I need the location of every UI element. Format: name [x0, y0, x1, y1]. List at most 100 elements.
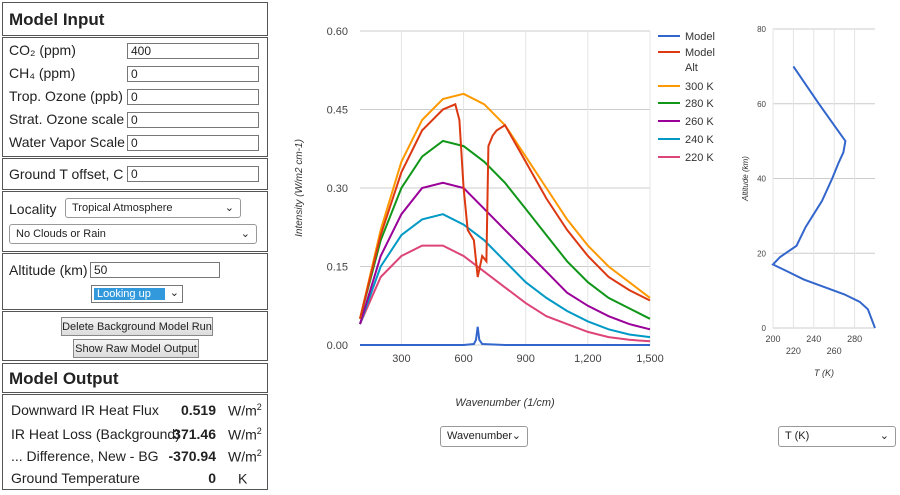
y-tick-label: 80 [757, 25, 766, 34]
show-raw-output-button[interactable]: Show Raw Model Output [73, 339, 199, 358]
model-input-title: Model Input [9, 10, 105, 29]
legend-label: Model [685, 47, 715, 59]
legend-label: 220 K [685, 152, 714, 164]
locality-label: Locality [9, 201, 57, 217]
profile-select-value: T (K) [785, 430, 810, 442]
output-value: 371.46 [173, 426, 216, 442]
chevron-down-icon: ⌄ [169, 287, 179, 299]
strat-ozone-label: Strat. Ozone scale [9, 111, 125, 127]
altitude-panel: Altitude (km) 50 Looking up ⌄ [2, 253, 268, 310]
locality-value: Tropical Atmosphere [72, 202, 173, 214]
water-vapor-input[interactable]: 0 [127, 135, 259, 151]
series-line-t260 [359, 181, 651, 331]
output-label: IR Heat Loss (Background) [11, 426, 180, 442]
x-axis-label: T (K) [814, 368, 834, 378]
legend-label: Model [685, 31, 715, 43]
series-line-model_alt [359, 102, 651, 320]
model-output-title: Model Output [9, 369, 119, 388]
legend-label: 240 K [685, 134, 714, 146]
y-axis-label: Intensity (W/m2 cm-1) [294, 139, 305, 237]
y-tick-label: 40 [757, 175, 766, 184]
y-tick-label: 0.30 [327, 183, 348, 195]
xaxis-select[interactable]: Wavenumber ⌄ [440, 426, 528, 447]
series-line-t300 [359, 92, 651, 320]
output-unit: W/m2 [228, 426, 262, 443]
output-unit: K [238, 470, 248, 487]
x-tick-label: 220 [786, 346, 801, 356]
trop-ozone-input[interactable]: 0 [127, 89, 259, 105]
series-line-t220 [359, 244, 651, 343]
looking-value: Looking up [94, 288, 165, 300]
series-line-t280 [359, 139, 651, 320]
ground-offset-label: Ground T offset, C [9, 166, 124, 182]
locality-select[interactable]: Tropical Atmosphere ⌄ [65, 198, 241, 218]
model-input-header: Model Input [2, 2, 268, 36]
x-tick-label: 1,500 [636, 353, 664, 365]
profile-select[interactable]: T (K) ⌄ [778, 426, 896, 447]
water-vapor-label: Water Vapor Scale [9, 134, 125, 150]
legend-label: Alt [685, 62, 698, 74]
altitude-profile-chart: 0 20 40 60 80 200 220 240 260 280 T (K) Altitude (k… [741, 25, 876, 378]
looking-select[interactable]: Looking up ⌄ [91, 285, 183, 303]
y-tick-label: 60 [757, 100, 766, 109]
output-row: Downward IR Heat Flux 0.519 W/m2 [11, 402, 271, 420]
chevron-down-icon: ⌄ [879, 430, 889, 442]
co2-input[interactable]: 400 [127, 43, 259, 59]
x-tick-label: 260 [827, 346, 842, 356]
spectrum-chart: 0.00 0.15 0.30 0.45 0.60 300 600 900 1,200 1,500 W… [294, 26, 715, 409]
output-unit: W/m2 [228, 448, 262, 465]
y-tick-label: 20 [757, 249, 766, 258]
x-tick-label: 280 [847, 334, 862, 344]
legend-label: 260 K [685, 116, 714, 128]
x-tick-label: 240 [806, 334, 821, 344]
ground-offset-input[interactable]: 0 [127, 166, 259, 182]
locality-panel: Locality Tropical Atmosphere ⌄ No Clouds… [2, 191, 268, 252]
y-tick-label: 0 [762, 324, 767, 333]
x-axis-label: Wavenumber (1/cm) [455, 397, 555, 409]
series-line-model [360, 326, 650, 346]
output-row: IR Heat Loss (Background) 371.46 W/m2 [11, 426, 271, 444]
y-axis-label: Altitude (km) [741, 156, 750, 202]
legend-label: 280 K [685, 98, 714, 110]
x-tick-label: 1,200 [574, 353, 602, 365]
xaxis-select-value: Wavenumber [447, 430, 513, 442]
altitude-label: Altitude (km) [9, 262, 88, 278]
model-output-panel: Downward IR Heat Flux 0.519 W/m2 IR Heat… [2, 394, 268, 490]
strat-ozone-input[interactable]: 0 [127, 112, 259, 128]
y-tick-label: 0.00 [327, 340, 348, 352]
x-tick-label: 900 [517, 353, 535, 365]
output-row: Ground Temperature 0 K [11, 470, 271, 488]
series-line-t240 [359, 213, 651, 339]
chevron-down-icon: ⌄ [240, 228, 250, 240]
ch4-input[interactable]: 0 [127, 66, 259, 82]
temperature-profile-line [771, 65, 876, 329]
delete-background-button[interactable]: Delete Background Model Run [61, 317, 213, 336]
chevron-down-icon: ⌄ [224, 202, 234, 214]
clouds-value: No Clouds or Rain [16, 228, 106, 240]
y-tick-label: 0.15 [327, 262, 348, 274]
ground-offset-panel: Ground T offset, C 0 [2, 158, 268, 190]
ch4-label: CH₄ (ppm) [9, 65, 76, 81]
y-tick-label: 0.45 [327, 105, 348, 117]
output-unit: W/m2 [228, 402, 262, 419]
output-label: ... Difference, New - BG [11, 448, 159, 464]
trop-ozone-label: Trop. Ozone (ppb) [9, 88, 123, 104]
model-output-header: Model Output [2, 363, 268, 393]
output-value: 0 [208, 470, 216, 486]
altitude-input[interactable]: 50 [90, 262, 220, 278]
clouds-select[interactable]: No Clouds or Rain ⌄ [9, 224, 257, 244]
gas-input-panel: CO₂ (ppm) 400 CH₄ (ppm) 0 Trop. Ozone (p… [2, 37, 268, 157]
y-tick-label: 0.60 [327, 26, 348, 38]
x-tick-label: 300 [392, 353, 410, 365]
output-label: Ground Temperature [11, 470, 140, 486]
legend-label: 300 K [685, 81, 714, 93]
x-tick-label: 600 [454, 353, 472, 365]
output-row: ... Difference, New - BG -370.94 W/m2 [11, 448, 271, 466]
x-tick-label: 200 [765, 334, 780, 344]
output-value: 0.519 [180, 402, 216, 418]
output-label: Downward IR Heat Flux [11, 402, 159, 418]
co2-label: CO₂ (ppm) [9, 42, 76, 58]
output-value: -370.94 [168, 448, 216, 464]
buttons-panel: Delete Background Model Run Show Raw Mod… [2, 311, 268, 361]
chevron-down-icon: ⌄ [511, 430, 521, 442]
